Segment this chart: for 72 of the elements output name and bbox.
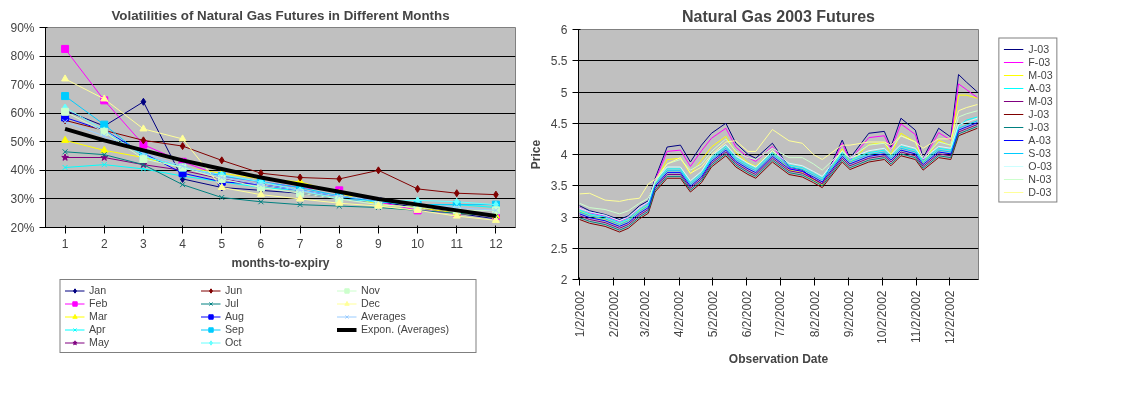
x-tick-label: 3 bbox=[140, 236, 148, 251]
x-tick-label: 11 bbox=[450, 236, 464, 251]
x-tick-label: 5/2/2002 bbox=[705, 290, 720, 338]
legend-label: Aug bbox=[225, 310, 245, 322]
y-tick-label: 30% bbox=[10, 191, 35, 206]
legend-label: J-03 bbox=[1028, 120, 1050, 133]
x-tick-label: 4/2/2002 bbox=[672, 290, 687, 338]
legend-label: J-03 bbox=[1028, 107, 1050, 120]
y-tick-label: 4.5 bbox=[550, 116, 568, 131]
x-tick-label: 10 bbox=[410, 236, 425, 251]
x-tick-label: 7 bbox=[296, 236, 304, 251]
y-tick-label: 90% bbox=[10, 20, 35, 35]
x-tick-label: 5 bbox=[218, 236, 226, 251]
y-tick-label: 5.5 bbox=[550, 54, 568, 69]
legend-label: Expon. (Averages) bbox=[361, 323, 451, 335]
legend-label: M-03 bbox=[1028, 68, 1053, 81]
legend-label: S-03 bbox=[1028, 146, 1051, 159]
y-tick-label: 80% bbox=[10, 49, 35, 64]
x-tick-label: 12/2/2002 bbox=[942, 290, 957, 344]
x-axis-title: Observation Date bbox=[728, 351, 829, 366]
y-axis-title: Price bbox=[528, 139, 543, 170]
x-tick-label: 6 bbox=[257, 236, 265, 251]
x-tick-label: 3/2/2002 bbox=[637, 290, 652, 338]
chart-title: Volatilities of Natural Gas Futures in Different Months bbox=[111, 7, 450, 23]
y-tick-label: 60% bbox=[10, 106, 35, 121]
x-tick-label: 2 bbox=[100, 236, 108, 251]
legend-label: Mar bbox=[89, 310, 109, 322]
legend-label: A-03 bbox=[1028, 81, 1051, 94]
legend-label: Sep bbox=[225, 323, 245, 335]
legend-label: Nov bbox=[361, 284, 381, 296]
y-tick-label: 50% bbox=[10, 134, 35, 149]
legend-label: F-03 bbox=[1028, 55, 1051, 68]
y-tick-label: 4 bbox=[560, 148, 568, 162]
legend-label: Averages bbox=[361, 310, 407, 322]
legend-label: A-03 bbox=[1028, 133, 1051, 146]
legend-label: Jul bbox=[225, 297, 240, 309]
x-tick-label: 6/2/2002 bbox=[739, 290, 754, 338]
legend-label: Jun bbox=[225, 284, 244, 296]
x-tick-label: 4 bbox=[179, 236, 187, 251]
y-tick-label: 70% bbox=[10, 77, 35, 92]
legend-label: M-03 bbox=[1028, 94, 1053, 107]
x-tick-label: 1 bbox=[61, 236, 69, 251]
y-tick-label: 3 bbox=[560, 210, 568, 225]
legend-label: Feb bbox=[89, 297, 109, 309]
y-tick-label: 2 bbox=[560, 273, 568, 287]
x-tick-label: 7/2/2002 bbox=[773, 290, 788, 338]
legend-label: N-03 bbox=[1028, 172, 1052, 185]
x-tick-label: 12 bbox=[489, 236, 503, 251]
legend-label: O-03 bbox=[1028, 159, 1053, 172]
legend-label: D-03 bbox=[1028, 185, 1052, 198]
x-tick-label: 8/2/2002 bbox=[807, 290, 822, 338]
legend-label: May bbox=[89, 336, 111, 348]
x-tick-label: 9 bbox=[375, 236, 383, 251]
legend-label: J-03 bbox=[1028, 42, 1050, 55]
y-tick-label: 40% bbox=[10, 163, 35, 178]
y-tick-label: 5 bbox=[560, 85, 568, 100]
legend-label: Dec bbox=[361, 297, 381, 309]
y-tick-label: 3.5 bbox=[550, 179, 568, 194]
y-tick-label: 6 bbox=[560, 23, 568, 37]
y-tick-label: 2.5 bbox=[550, 241, 568, 256]
x-tick-label: 2/2/2002 bbox=[606, 290, 621, 338]
y-tick-label: 20% bbox=[10, 220, 35, 235]
x-tick-label: 9/2/2002 bbox=[841, 290, 856, 338]
x-tick-label: 11/2/2002 bbox=[909, 290, 924, 343]
x-tick-label: 8 bbox=[335, 236, 343, 251]
legend-label: Jan bbox=[89, 284, 108, 296]
legend-label: Oct bbox=[225, 336, 243, 348]
chart-title: Natural Gas 2003 Futures bbox=[682, 7, 876, 25]
x-tick-label: 10/2/2002 bbox=[875, 290, 890, 344]
legend-label: Apr bbox=[89, 323, 107, 335]
x-axis-title: months-to-expiry bbox=[231, 255, 330, 270]
x-tick-label: 1/2/2002 bbox=[572, 290, 587, 338]
